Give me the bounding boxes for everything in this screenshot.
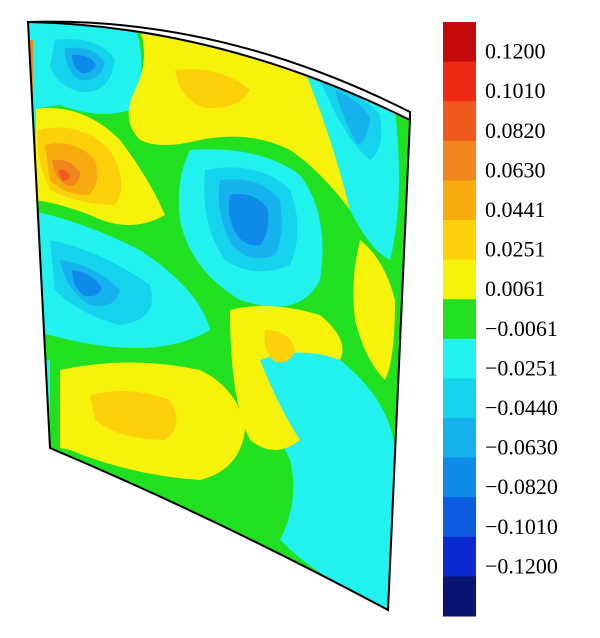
legend-swatch-5 [443, 220, 476, 261]
legend-swatch-7 [443, 299, 476, 340]
legend-label-2: 0.0820 [485, 118, 546, 143]
legend-swatch-0 [443, 22, 476, 63]
legend-label-12: −0.1010 [485, 514, 558, 539]
legend-swatch-6 [443, 259, 476, 300]
legend-swatch-10 [443, 418, 476, 459]
yellow-region-center-right [230, 306, 343, 450]
legend-label-5: 0.0251 [485, 237, 546, 262]
legend-label-3: 0.0630 [485, 157, 546, 182]
legend-label-13: −0.1200 [485, 553, 558, 578]
cyan-region-bottom-right [250, 350, 395, 610]
legend-label-7: −0.0061 [485, 316, 558, 341]
legend-swatch-2 [443, 101, 476, 142]
legend-label-6: 0.0061 [485, 276, 546, 301]
legend-swatches [443, 22, 476, 617]
legend-label-11: −0.0820 [485, 474, 558, 499]
legend-swatch-14 [443, 576, 476, 617]
panel-outline [26, 20, 412, 612]
legend-label-8: −0.0251 [485, 355, 558, 380]
legend-label-9: −0.0440 [485, 395, 558, 420]
legend-label-0: 0.1200 [485, 39, 546, 64]
legend-swatch-13 [443, 536, 476, 577]
yellow-region-right-mid [353, 240, 395, 380]
legend-swatch-8 [443, 338, 476, 379]
legend-swatch-12 [443, 497, 476, 538]
legend-swatch-4 [443, 180, 476, 221]
legend-swatch-11 [443, 457, 476, 498]
legend-swatch-3 [443, 140, 476, 181]
legend-swatch-1 [443, 61, 476, 102]
legend-swatch-9 [443, 378, 476, 419]
legend-label-1: 0.1010 [485, 78, 546, 103]
legend-label-10: −0.0630 [485, 435, 558, 460]
panel-top-edge [27, 20, 411, 120]
legend-label-4: 0.0441 [485, 197, 546, 222]
legend-labels: 0.1200 0.1010 0.0820 0.0630 0.0441 0.0251 0.00… [485, 39, 558, 579]
